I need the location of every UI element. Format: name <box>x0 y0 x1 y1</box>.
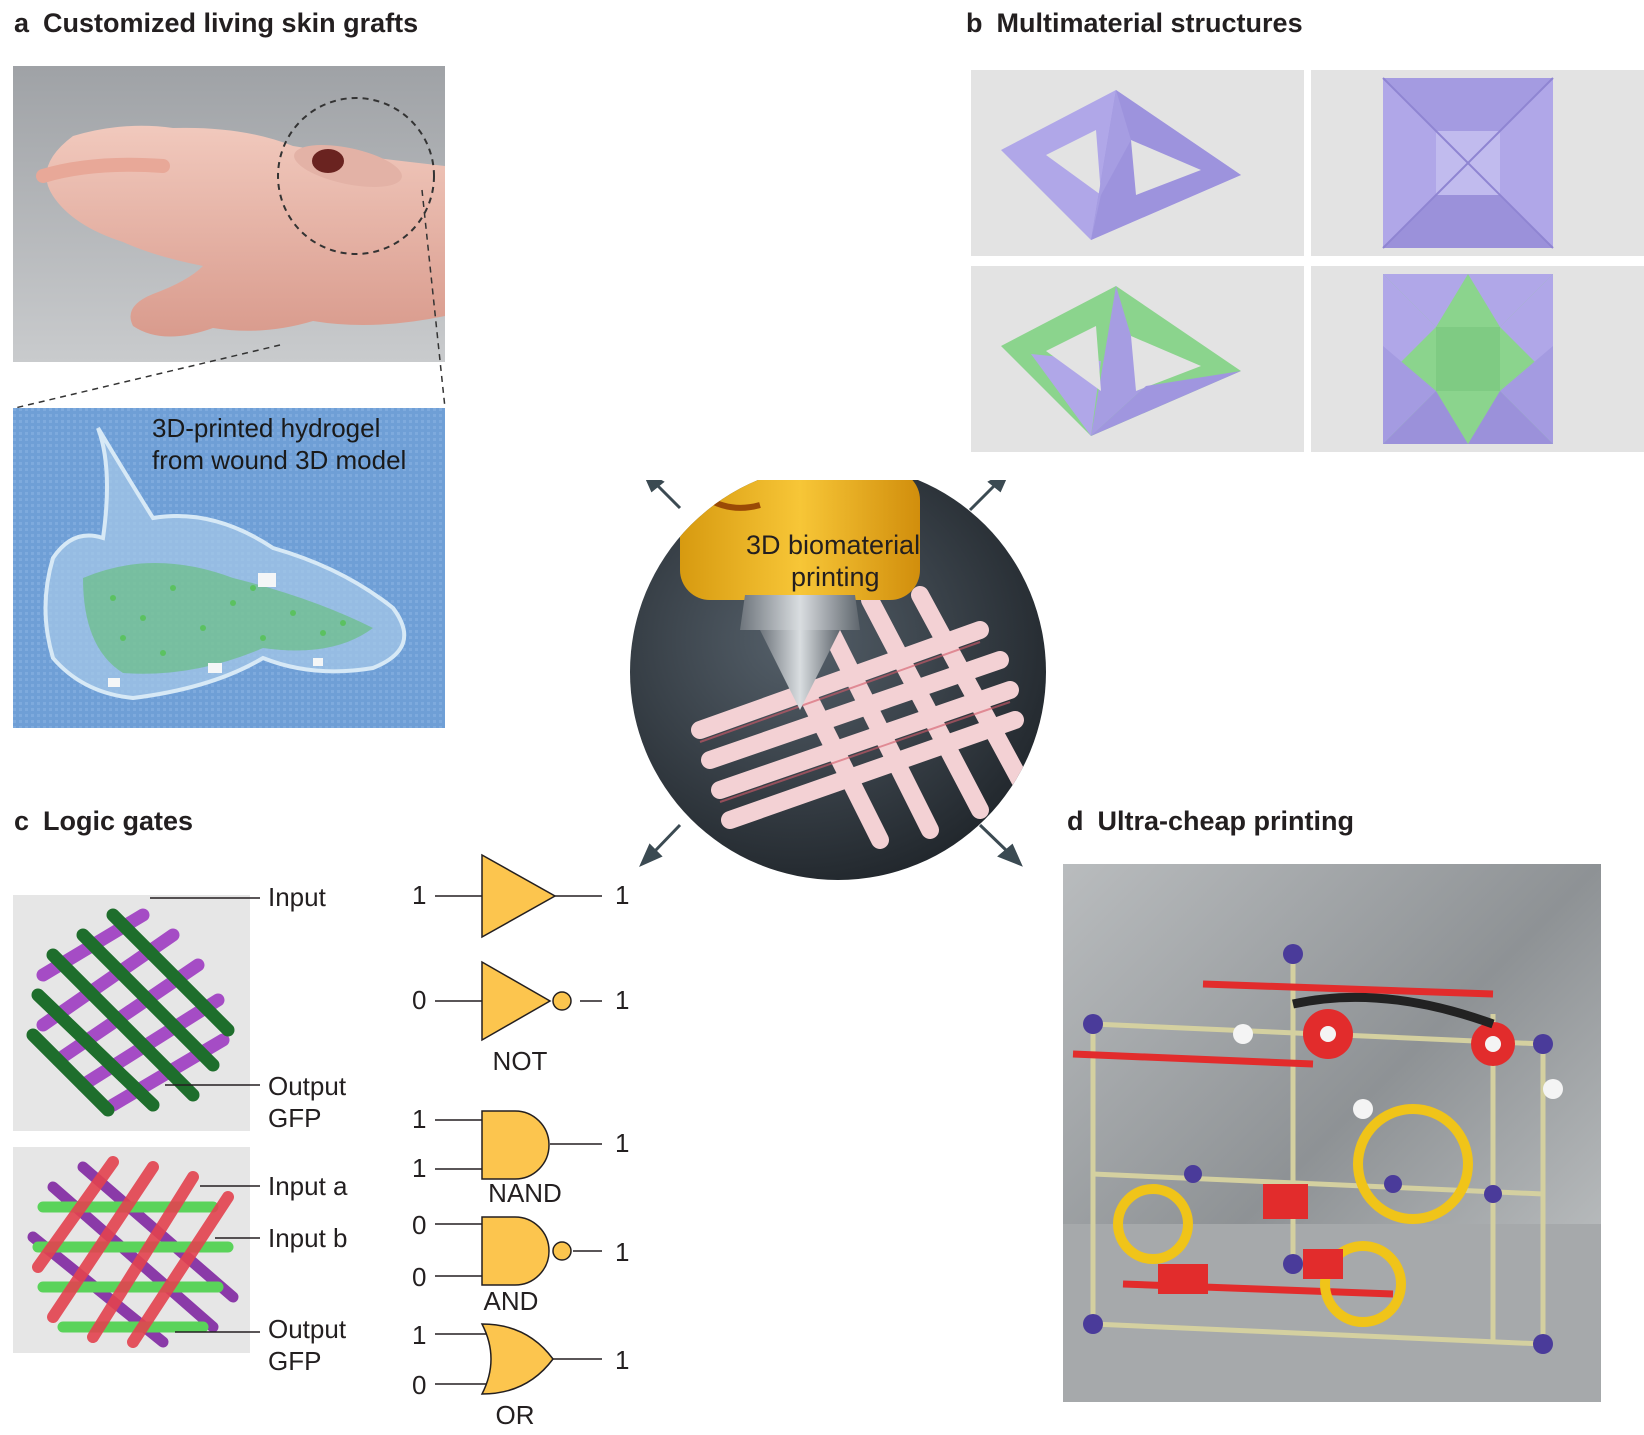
or-input-1: 1 <box>412 1320 427 1350</box>
pyramid-bimaterial-top-view <box>1311 266 1644 452</box>
and-output: 1 <box>615 1237 630 1267</box>
panel-c-title: c Logic gates <box>14 806 193 837</box>
panel-d-heading: Ultra-cheap printing <box>1097 806 1355 836</box>
zoom-circle <box>277 97 435 255</box>
hydrogel-photo <box>13 408 445 728</box>
buffer-output: 1 <box>615 880 630 910</box>
or-gate <box>435 1323 602 1395</box>
and-input-2: 0 <box>412 1262 427 1292</box>
panel-c-leader-lines <box>150 897 260 1333</box>
or-label: OR <box>495 1400 535 1430</box>
panel-d-letter: d <box>1067 806 1084 836</box>
nand-gate <box>435 1110 602 1180</box>
center-arrows <box>639 480 1023 867</box>
label-output2-line1: Output <box>268 1314 347 1344</box>
pyramid-bimaterial-side-view <box>971 266 1304 452</box>
panel-b-heading: Multimaterial structures <box>996 8 1303 38</box>
center-printing-illustration <box>630 480 1046 880</box>
panel-d-title: d Ultra-cheap printing <box>1067 806 1354 837</box>
panel-a-title: a Customized living skin grafts <box>14 8 418 39</box>
or-output: 1 <box>615 1345 630 1375</box>
logic-lattice-1 <box>13 895 250 1131</box>
logic-lattice-2 <box>13 1147 250 1353</box>
center-caption-line1: 3D biomaterial <box>746 530 921 560</box>
label-output1-line2: GFP <box>268 1103 322 1133</box>
panel-b-letter: b <box>966 8 983 38</box>
buffer-gate <box>435 853 602 939</box>
not-output: 1 <box>615 985 630 1015</box>
knex-printer-photo <box>1063 864 1601 1402</box>
and-gate <box>435 1216 602 1286</box>
panel-b-title: b Multimaterial structures <box>966 8 1303 39</box>
nand-input-1: 1 <box>412 1104 427 1134</box>
printed-lattice <box>691 586 1029 849</box>
or-input-2: 0 <box>412 1370 427 1400</box>
panel-c-heading: Logic gates <box>43 806 194 836</box>
and-input-1: 0 <box>412 1210 427 1240</box>
panel-c-letter: c <box>14 806 30 836</box>
label-input: Input <box>268 882 326 912</box>
panel-a-letter: a <box>14 8 30 38</box>
buffer-input: 1 <box>412 880 427 910</box>
pyramid-purple-side-view <box>971 70 1304 256</box>
hand-wound-photo <box>13 66 445 362</box>
hydrogel-caption-line2: from wound 3D model <box>152 445 407 475</box>
and-label: AND <box>483 1286 539 1316</box>
label-input-a: Input a <box>268 1171 348 1201</box>
gears <box>1113 1104 1473 1327</box>
nand-label: NAND <box>488 1178 562 1208</box>
not-input: 0 <box>412 985 427 1015</box>
not-label: NOT <box>492 1046 548 1076</box>
not-gate <box>435 960 602 1042</box>
label-output1-line1: Output <box>268 1071 347 1101</box>
label-input-b: Input b <box>268 1223 348 1253</box>
zoom-connector-lines <box>14 189 446 409</box>
nand-input-2: 1 <box>412 1153 427 1183</box>
center-caption-line2: printing <box>791 562 880 592</box>
logic-gates-diagram <box>435 853 602 1395</box>
hydrogel-caption-line1: 3D-printed hydrogel <box>152 413 381 443</box>
pyramid-purple-top-view <box>1311 70 1644 256</box>
nand-output: 1 <box>615 1128 630 1158</box>
panel-a-heading: Customized living skin grafts <box>43 8 419 38</box>
label-output2-line2: GFP <box>268 1346 322 1376</box>
